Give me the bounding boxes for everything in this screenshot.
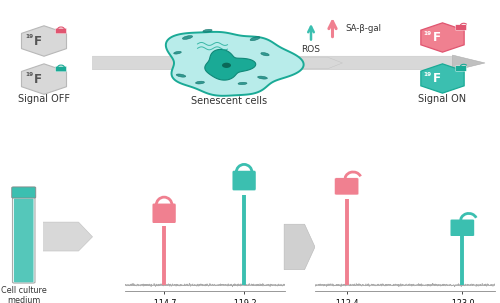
Text: F: F [432, 31, 440, 44]
Ellipse shape [176, 74, 186, 77]
Ellipse shape [261, 52, 269, 56]
Polygon shape [205, 49, 256, 80]
Polygon shape [452, 55, 485, 71]
Polygon shape [284, 224, 315, 270]
Text: Cell culture
medium: Cell culture medium [1, 285, 46, 303]
Text: Senescent cells: Senescent cells [191, 96, 267, 106]
FancyBboxPatch shape [12, 187, 36, 198]
Text: 19: 19 [424, 31, 432, 36]
Polygon shape [166, 32, 304, 96]
Text: 19: 19 [25, 72, 33, 77]
Text: 19: 19 [25, 34, 33, 39]
Polygon shape [295, 57, 343, 69]
Text: F: F [34, 35, 42, 48]
Ellipse shape [250, 37, 260, 41]
FancyBboxPatch shape [456, 66, 466, 71]
Polygon shape [42, 222, 92, 251]
FancyBboxPatch shape [14, 199, 34, 282]
Ellipse shape [238, 82, 247, 85]
Polygon shape [421, 23, 464, 52]
Polygon shape [22, 26, 66, 56]
Text: F: F [432, 72, 440, 85]
Ellipse shape [174, 52, 182, 54]
Ellipse shape [182, 35, 192, 39]
Text: ROS: ROS [302, 45, 320, 54]
Text: Signal ON: Signal ON [418, 94, 467, 104]
Polygon shape [421, 64, 464, 93]
FancyBboxPatch shape [12, 195, 35, 283]
Ellipse shape [196, 81, 204, 84]
FancyBboxPatch shape [56, 66, 66, 72]
Text: SA-β-gal: SA-β-gal [345, 24, 381, 33]
Ellipse shape [222, 63, 231, 68]
Text: F: F [34, 73, 42, 85]
Ellipse shape [258, 76, 268, 79]
FancyBboxPatch shape [56, 28, 66, 34]
Ellipse shape [203, 29, 212, 32]
Text: 19: 19 [424, 72, 432, 77]
FancyBboxPatch shape [456, 25, 466, 30]
Polygon shape [22, 64, 66, 94]
Text: Signal OFF: Signal OFF [18, 94, 70, 104]
Polygon shape [92, 56, 482, 70]
